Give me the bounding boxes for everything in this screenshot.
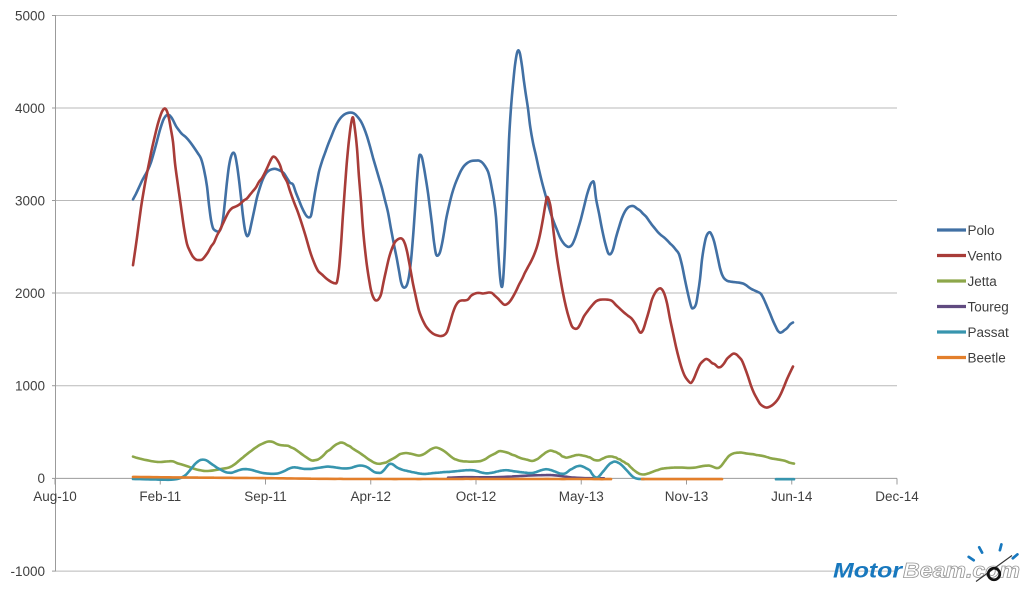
svg-text:3000: 3000 — [15, 193, 45, 208]
svg-text:Jetta: Jetta — [968, 274, 998, 289]
svg-text:0: 0 — [37, 471, 45, 486]
svg-text:Beam.com: Beam.com — [903, 559, 1020, 583]
svg-text:Jun-14: Jun-14 — [771, 489, 813, 504]
svg-text:-1000: -1000 — [10, 564, 45, 579]
svg-text:Feb-11: Feb-11 — [139, 489, 181, 504]
svg-text:Polo: Polo — [968, 223, 995, 238]
svg-text:Nov-13: Nov-13 — [665, 489, 709, 504]
svg-text:Beetle: Beetle — [968, 350, 1006, 365]
svg-text:1000: 1000 — [15, 379, 45, 394]
svg-text:Sep-11: Sep-11 — [244, 489, 287, 504]
svg-text:Oct-12: Oct-12 — [456, 489, 497, 504]
svg-text:Dec-14: Dec-14 — [875, 489, 919, 504]
svg-text:Toureg: Toureg — [968, 299, 1009, 314]
svg-text:May-13: May-13 — [559, 489, 604, 504]
svg-text:Aug-10: Aug-10 — [33, 489, 77, 504]
svg-text:2000: 2000 — [15, 286, 45, 301]
svg-text:5000: 5000 — [15, 8, 45, 23]
svg-text:Passat: Passat — [968, 325, 1010, 340]
svg-text:Motor: Motor — [833, 559, 904, 583]
svg-text:4000: 4000 — [15, 101, 45, 116]
svg-text:Vento: Vento — [968, 248, 1003, 263]
svg-text:Apr-12: Apr-12 — [350, 489, 391, 504]
